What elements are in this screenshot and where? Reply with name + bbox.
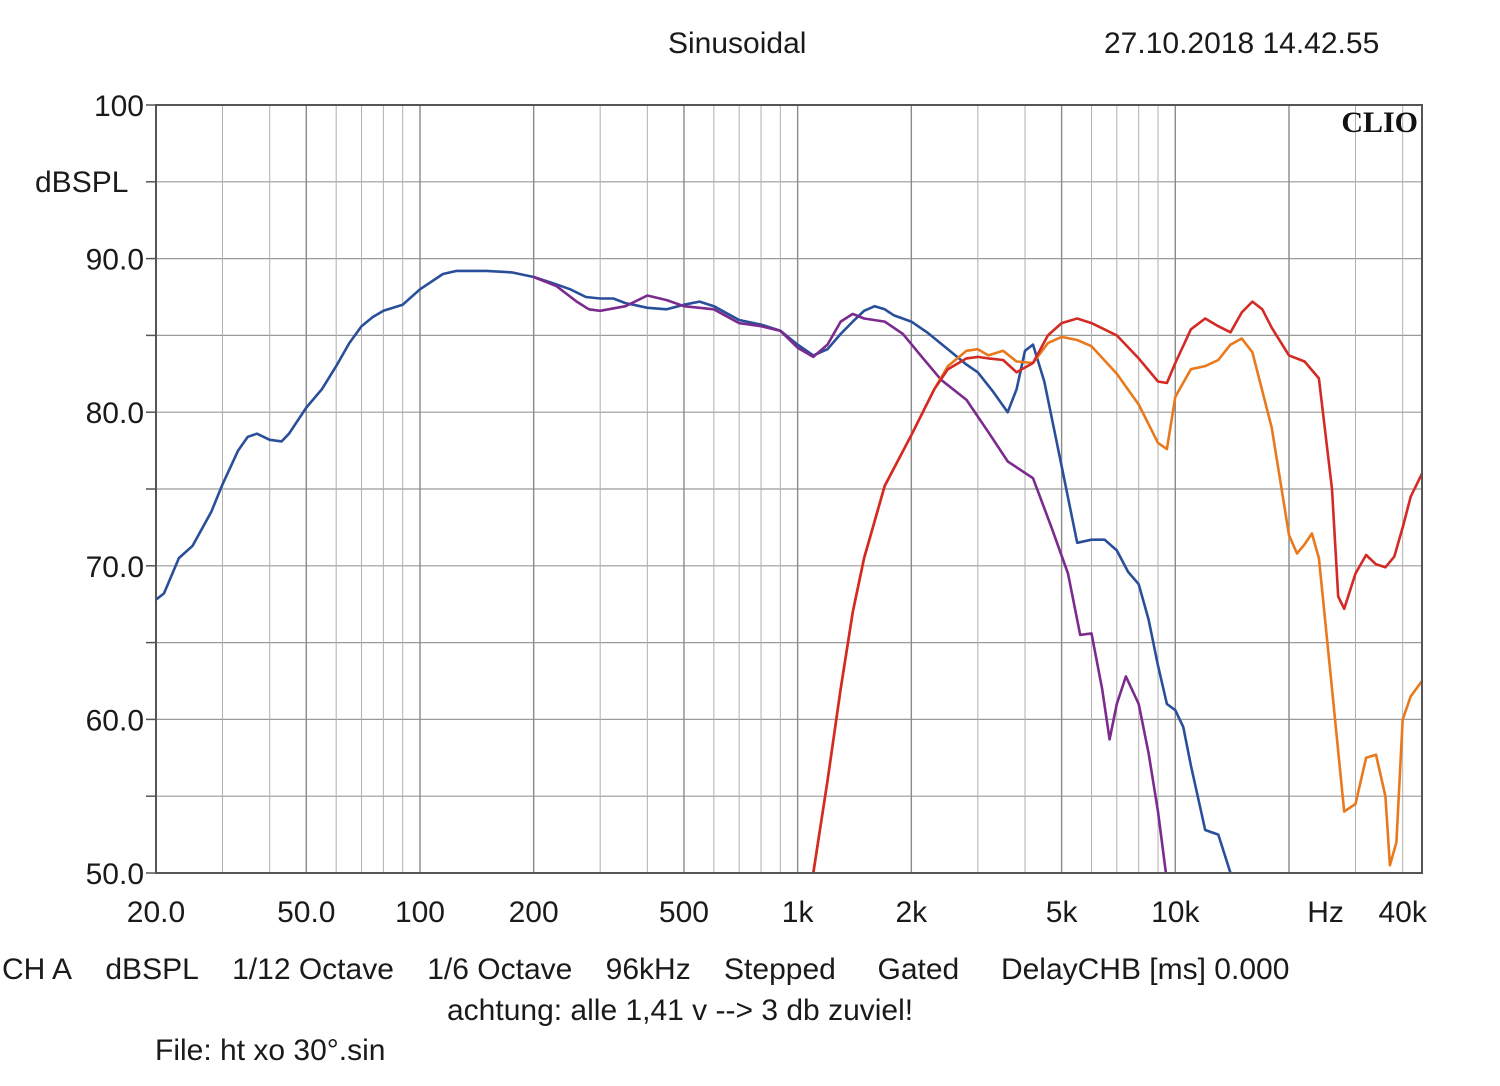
sweep-label: Stepped <box>724 953 836 986</box>
x-tick-label: 1k <box>782 896 815 929</box>
x-tick-label: 100 <box>395 896 445 929</box>
channel-label: CH A <box>2 953 73 986</box>
x-tick-label: 500 <box>659 896 709 929</box>
grid <box>146 104 1422 874</box>
file-line: File: ht xo 30°.sin <box>155 1034 386 1067</box>
sample-rate-label: 96kHz <box>605 953 691 986</box>
series-line-1 <box>156 269 1232 873</box>
clio-logo: CLIO <box>1341 106 1418 139</box>
y-tick-label: 80.0 <box>86 397 144 430</box>
plot-frame <box>155 104 1423 874</box>
window-label: Gated <box>877 953 960 986</box>
x-tick-label: 20.0 <box>127 896 185 929</box>
series-layer <box>156 269 1422 873</box>
x-tick-label: 200 <box>509 896 559 929</box>
series-line-4 <box>811 300 1422 873</box>
measurement-mode: Sinusoidal <box>668 27 807 60</box>
measurement-datetime: 27.10.2018 14.42.55 <box>1104 27 1380 60</box>
y-tick-label: 50.0 <box>86 858 144 891</box>
smoothing-label: 1/12 Octave <box>232 953 394 986</box>
series-line-3 <box>811 335 1422 873</box>
tick-labels: 100 90.0 80.0 70.0 60.0 50.0 20.0 50.0 100 200 500… <box>86 90 1428 929</box>
x-tick-label: 50.0 <box>277 896 335 929</box>
x-tick-label: Hz <box>1307 896 1344 929</box>
x-tick-label: 2k <box>895 896 928 929</box>
x-tick-label: 10k <box>1151 896 1200 929</box>
note-line: achtung: alle 1,41 v --> 3 db zuviel! <box>447 994 914 1027</box>
y-tick-label: 100 <box>94 90 144 123</box>
x-tick-label: 5k <box>1046 896 1079 929</box>
unit-label: dBSPL <box>105 953 199 986</box>
y-tick-label: 70.0 <box>86 551 144 584</box>
y-tick-label: 60.0 <box>86 704 144 737</box>
y-tick-label: 90.0 <box>86 244 144 277</box>
settings-line: CH A dBSPL 1/12 Octave 1/6 Octave 96kHz … <box>2 953 1289 987</box>
y-axis-label: dBSPL <box>35 166 128 199</box>
x-tick-label: 40k <box>1378 896 1427 929</box>
delay-label: DelayCHB [ms] 0.000 <box>1000 953 1290 986</box>
series-line-2 <box>532 275 1168 873</box>
resolution-label: 1/6 Octave <box>427 953 573 986</box>
